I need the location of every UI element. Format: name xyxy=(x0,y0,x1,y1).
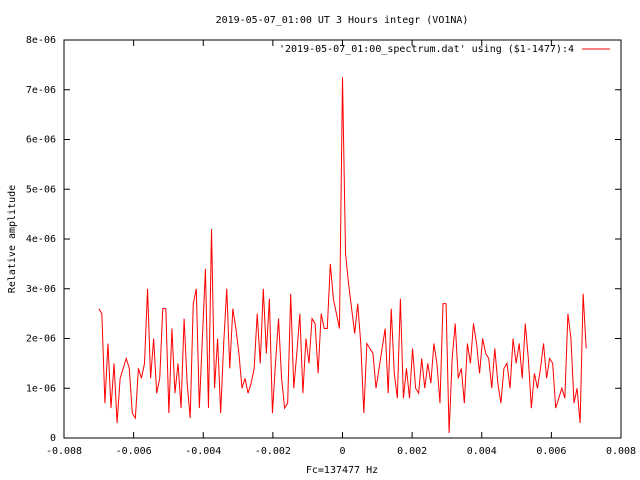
y-tick-label: 1e-06 xyxy=(26,383,56,394)
y-tick-label: 3e-06 xyxy=(26,284,56,295)
y-tick-label: 4e-06 xyxy=(26,234,56,245)
x-tick-label: -0.008 xyxy=(46,446,82,457)
x-tick-label: 0.008 xyxy=(606,446,636,457)
x-tick-label: 0.006 xyxy=(536,446,566,457)
x-tick-label: -0.006 xyxy=(116,446,152,457)
x-tick-label: 0 xyxy=(339,446,345,457)
x-tick-label: -0.002 xyxy=(255,446,291,457)
data-line xyxy=(98,77,587,434)
y-tick-label: 6e-06 xyxy=(26,135,56,146)
y-tick-label: 2e-06 xyxy=(26,334,56,345)
x-axis-label: Fc=137477 Hz xyxy=(306,465,378,476)
legend-label: '2019-05-07_01:00_spectrum.dat' using ($… xyxy=(279,44,574,55)
y-tick-label: 0 xyxy=(50,433,56,444)
y-tick-label: 5e-06 xyxy=(26,184,56,195)
x-tick-label: 0.004 xyxy=(467,446,497,457)
x-tick-label: 0.002 xyxy=(397,446,427,457)
chart-title: 2019-05-07_01:00 UT 3 Hours integr (VO1N… xyxy=(216,15,469,26)
y-tick-label: 7e-06 xyxy=(26,85,56,96)
y-tick-label: 8e-06 xyxy=(26,35,56,46)
y-axis-label: Relative amplitude xyxy=(7,185,18,293)
x-tick-label: -0.004 xyxy=(185,446,221,457)
